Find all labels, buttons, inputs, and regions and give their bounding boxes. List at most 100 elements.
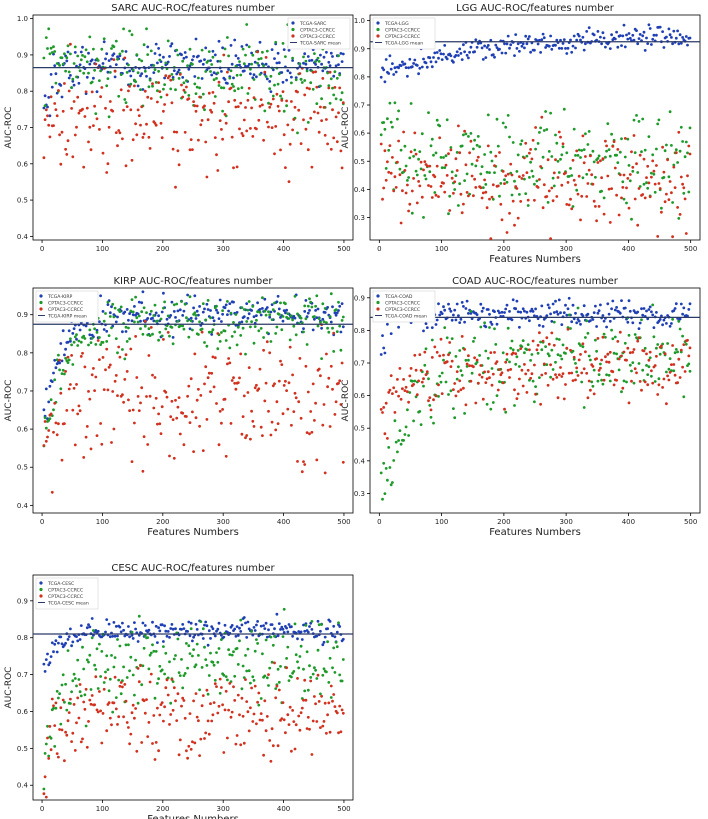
data-point	[88, 35, 92, 39]
data-point	[210, 371, 214, 375]
data-point	[449, 54, 453, 58]
data-point	[128, 409, 132, 412]
data-point	[131, 313, 135, 317]
data-point	[425, 65, 429, 69]
data-point	[551, 176, 555, 180]
data-point	[197, 313, 200, 317]
data-point	[60, 728, 64, 732]
data-point	[42, 787, 46, 791]
data-point	[655, 311, 658, 314]
scatter-points	[42, 23, 345, 189]
data-point	[284, 379, 287, 383]
data-point	[199, 394, 203, 397]
data-point	[66, 355, 70, 359]
data-point	[387, 446, 391, 449]
x-tick-label: 100	[435, 245, 448, 253]
data-point	[250, 409, 254, 413]
data-point	[677, 357, 681, 361]
data-point	[474, 186, 478, 189]
x-tick-label: 400	[622, 518, 635, 526]
data-point	[78, 683, 82, 686]
data-point	[95, 328, 99, 332]
data-point	[331, 387, 334, 391]
data-point	[434, 151, 438, 155]
data-point	[65, 733, 69, 737]
data-point	[326, 326, 329, 330]
data-point	[645, 176, 648, 180]
data-point	[608, 350, 612, 354]
data-point	[571, 158, 575, 162]
data-point	[83, 55, 87, 59]
data-point	[309, 676, 313, 679]
data-point	[338, 625, 342, 628]
data-point	[383, 127, 387, 131]
data-point	[317, 130, 321, 134]
data-point	[178, 674, 182, 677]
data-point	[450, 170, 454, 174]
data-point	[268, 351, 272, 355]
data-point	[70, 644, 73, 648]
data-point	[327, 376, 331, 380]
data-point	[148, 147, 152, 150]
data-point	[270, 420, 274, 424]
data-point	[511, 199, 515, 203]
data-point	[315, 677, 319, 680]
data-point	[555, 376, 559, 379]
data-point	[383, 432, 387, 436]
data-point	[590, 380, 594, 384]
data-point	[332, 331, 336, 335]
data-point	[567, 313, 571, 317]
data-point	[455, 302, 459, 306]
data-point	[182, 327, 186, 331]
data-point	[187, 384, 191, 388]
data-point	[262, 336, 265, 339]
data-point	[252, 626, 256, 629]
data-point	[76, 95, 80, 99]
data-point	[129, 655, 133, 659]
data-point	[313, 52, 316, 55]
data-point	[311, 719, 315, 723]
data-point	[678, 213, 682, 216]
data-point	[564, 352, 567, 355]
data-point	[325, 321, 328, 324]
data-point	[408, 57, 412, 61]
data-point	[54, 72, 58, 76]
data-point	[220, 638, 223, 641]
data-point	[66, 50, 70, 54]
data-point	[194, 663, 198, 667]
data-point	[381, 411, 384, 414]
data-point	[67, 711, 71, 714]
data-point	[572, 34, 576, 38]
data-point	[655, 354, 658, 358]
data-point	[73, 443, 77, 447]
data-point	[437, 383, 440, 387]
data-point	[473, 356, 476, 360]
data-point	[518, 49, 521, 53]
data-point	[160, 405, 164, 409]
x-tick-label: 400	[277, 805, 290, 813]
data-point	[55, 650, 59, 654]
data-point	[96, 629, 100, 633]
data-point	[285, 308, 288, 312]
data-point	[394, 390, 398, 393]
data-point	[458, 379, 462, 383]
data-point	[105, 618, 109, 621]
data-point	[118, 625, 122, 629]
data-point	[93, 104, 96, 108]
data-point	[170, 300, 174, 304]
data-point	[302, 623, 305, 627]
data-point	[218, 340, 222, 343]
data-point	[145, 395, 148, 398]
data-point	[554, 373, 557, 376]
data-point	[197, 76, 200, 80]
data-point	[438, 354, 442, 358]
data-point	[333, 311, 337, 315]
data-point	[434, 193, 438, 197]
data-point	[54, 366, 58, 370]
data-point	[286, 645, 290, 649]
data-point	[660, 344, 663, 348]
data-point	[125, 71, 129, 74]
data-point	[296, 460, 299, 463]
data-point	[90, 373, 94, 377]
data-point	[519, 347, 523, 350]
